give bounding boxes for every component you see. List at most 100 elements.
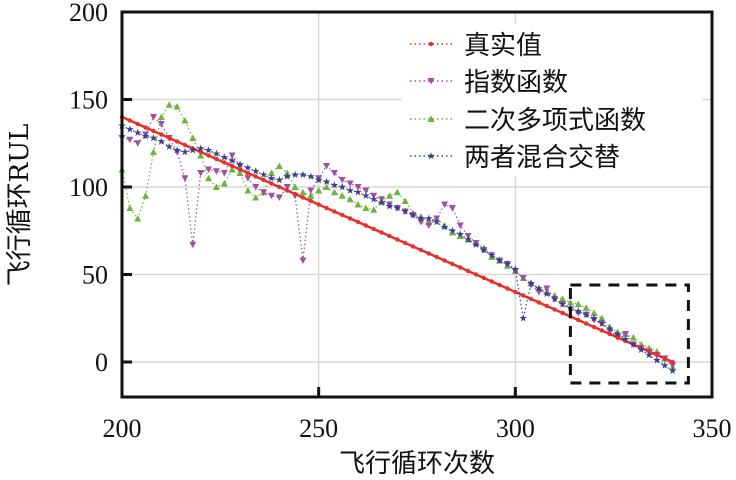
data-point	[519, 275, 527, 282]
data-point	[267, 192, 275, 200]
data-point	[576, 317, 581, 323]
data-point	[151, 128, 156, 134]
x-axis-label: 飞行循环次数	[339, 449, 495, 479]
data-point	[410, 244, 416, 249]
data-point	[141, 132, 150, 140]
data-point	[173, 146, 181, 154]
plot-frame	[120, 10, 714, 399]
data-point	[354, 184, 362, 191]
data-point	[300, 195, 306, 200]
data-point	[340, 212, 345, 218]
data-point	[417, 214, 425, 222]
data-point	[481, 275, 487, 281]
data-point	[197, 170, 205, 177]
data-point	[277, 184, 282, 190]
series-line	[121, 125, 674, 372]
data-point	[189, 134, 197, 141]
data-point	[346, 186, 354, 194]
data-point	[198, 149, 203, 155]
legend-marker-icon	[427, 78, 435, 85]
ticks: 200 250 300 350 0 50 100 150 200	[69, 0, 732, 443]
y-tick-label: 200	[69, 0, 108, 27]
data-point	[291, 170, 299, 178]
data-point	[212, 168, 220, 175]
data-point	[283, 184, 291, 191]
data-point	[283, 172, 291, 180]
data-point	[621, 331, 629, 338]
data-point	[559, 295, 567, 302]
data-point	[330, 170, 338, 177]
data-point	[521, 293, 526, 298]
data-point	[385, 202, 394, 210]
data-point	[314, 176, 323, 184]
data-point	[668, 366, 677, 374]
data-point	[401, 207, 409, 215]
legend-marker-icon	[427, 152, 435, 160]
data-point	[456, 230, 465, 238]
data-point	[621, 335, 630, 343]
data-point	[346, 180, 354, 187]
data-point	[338, 192, 346, 199]
data-point	[582, 304, 590, 311]
data-point	[267, 169, 275, 176]
data-point	[275, 162, 283, 169]
data-point	[464, 235, 472, 243]
data-point	[528, 296, 534, 302]
data-point	[442, 258, 447, 263]
data-point	[275, 176, 284, 184]
data-point	[252, 184, 260, 191]
data-point	[236, 160, 244, 168]
data-point	[574, 307, 583, 315]
legend-marker-icon	[427, 115, 435, 122]
data-point	[426, 251, 431, 256]
data-point	[409, 211, 417, 219]
data-point	[338, 183, 347, 191]
data-point	[550, 295, 559, 303]
data-point	[181, 175, 189, 182]
data-point	[560, 310, 565, 316]
legend-marker-icon	[428, 41, 434, 47]
data-point	[204, 146, 213, 154]
data-point	[222, 160, 227, 165]
data-point	[574, 300, 582, 308]
data-point	[338, 177, 346, 184]
data-point	[205, 166, 213, 173]
data-point	[441, 201, 449, 208]
data-point	[308, 198, 313, 204]
data-point	[480, 246, 488, 254]
data-point	[307, 192, 315, 199]
data-point	[645, 351, 653, 359]
data-point	[465, 268, 471, 274]
y-tick-label: 0	[95, 348, 108, 377]
data-point	[425, 214, 433, 222]
data-point	[456, 222, 464, 229]
data-point	[403, 240, 408, 246]
data-point	[379, 230, 384, 235]
data-point	[371, 226, 376, 232]
data-point	[182, 142, 188, 148]
data-point	[323, 183, 331, 190]
data-point	[598, 319, 606, 327]
data-point	[127, 118, 133, 123]
y-axis-label: 飞行循环RUL	[5, 124, 35, 287]
data-point	[574, 310, 582, 317]
y-tick-label: 50	[82, 261, 108, 290]
data-point	[291, 183, 299, 190]
data-point	[590, 309, 598, 316]
data-point	[189, 146, 197, 154]
data-point	[275, 194, 283, 201]
x-tick-label: 300	[496, 414, 535, 443]
data-point	[167, 135, 172, 141]
x-tick-label: 350	[693, 414, 732, 443]
data-point	[503, 260, 512, 268]
x-tick-label: 250	[299, 414, 338, 443]
data-point	[473, 272, 479, 277]
data-point	[497, 282, 502, 288]
data-point	[387, 233, 392, 239]
data-point	[393, 188, 401, 196]
data-point	[377, 198, 386, 206]
data-point	[252, 194, 260, 201]
data-point	[544, 303, 549, 309]
data-point	[269, 181, 274, 186]
legend-label: 二次多项式函数	[464, 106, 646, 136]
